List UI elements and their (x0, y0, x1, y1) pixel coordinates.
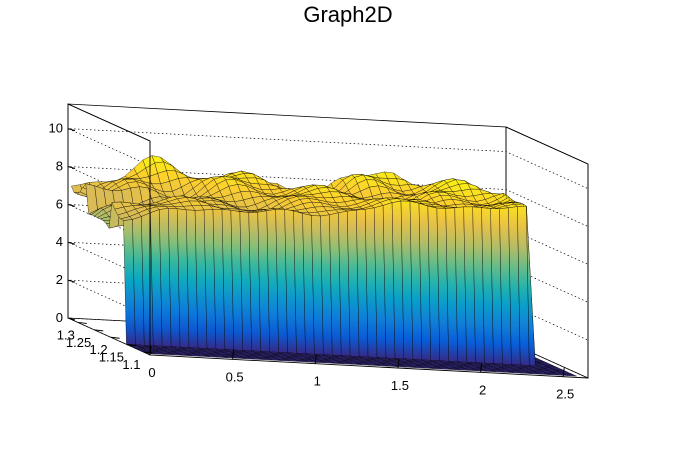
x-tick (397, 358, 400, 369)
z-tick (67, 317, 76, 321)
y-tick (110, 336, 120, 339)
z-tick-label: 6 (56, 196, 63, 211)
y-tick (126, 344, 137, 347)
x-tick (480, 363, 483, 373)
z-tick-label: 0 (56, 310, 63, 325)
y-tick-label: 1.3 (57, 327, 75, 342)
y-tick (77, 321, 87, 324)
z-gridline (67, 128, 589, 189)
chart-title: Graph2D (303, 2, 393, 27)
z-tick (67, 279, 76, 283)
frame-front (67, 103, 589, 379)
z-tick (67, 241, 76, 245)
z-tick (67, 203, 76, 207)
front-edges (149, 141, 589, 379)
x-tick (314, 354, 317, 364)
x-tick (149, 345, 152, 356)
y-tick-label: 1.1 (122, 357, 140, 372)
x-tick-label: 1 (314, 374, 321, 389)
axis-labels: 0 0.5 1 1.5 2 2.5 1.11.151.21.251.3 0 2 4 6 8 10 (49, 121, 575, 402)
z-tick-label: 8 (56, 158, 63, 173)
y-tick (94, 329, 104, 332)
z-tick (67, 128, 76, 132)
x-tick-label: 2 (479, 382, 486, 397)
x-tick-label: 2.5 (556, 387, 574, 402)
z-tick (67, 166, 76, 169)
surface-mesh (71, 155, 577, 377)
z-tick-label: 4 (56, 234, 63, 249)
y-tick-label: 1.15 (99, 350, 124, 365)
x-tick-label: 0.5 (226, 369, 244, 384)
x-tick-label: 1.5 (391, 378, 409, 393)
y-tick-label: 1.25 (66, 335, 91, 350)
x-tick (232, 350, 235, 360)
top-left-edge (67, 103, 151, 142)
surface-cell (564, 374, 577, 377)
y-tick-label: 1.2 (90, 342, 108, 357)
x-tick-label: 0 (148, 365, 155, 380)
z-tick-label: 10 (49, 121, 63, 136)
z-tick-label: 2 (56, 272, 63, 287)
top-right-edge (505, 126, 589, 165)
y-tick (143, 351, 153, 354)
x-tick (562, 367, 565, 377)
